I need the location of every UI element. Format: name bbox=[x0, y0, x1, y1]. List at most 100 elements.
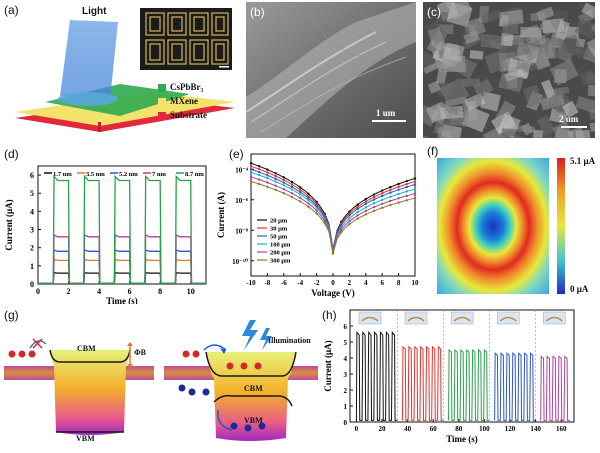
data-point bbox=[397, 197, 400, 200]
data-point bbox=[299, 186, 302, 189]
data-point bbox=[364, 202, 367, 206]
crystal-grain bbox=[502, 23, 519, 34]
series-line-segment-2 bbox=[448, 348, 490, 421]
data-point bbox=[397, 185, 400, 189]
data-point bbox=[340, 228, 343, 232]
colorbar-min-label: 0 μA bbox=[570, 284, 589, 294]
scale-bar bbox=[561, 126, 587, 128]
chart-e: -10 -8 -6 -4 -2 0 2 4 6 8 10 10⁻¹⁰ 10⁻⁸ 10⁻⁶ 10⁻⁴ Volta… bbox=[216, 153, 420, 298]
y-tick-label: 2 bbox=[344, 387, 348, 395]
x-tick-label: 4 bbox=[97, 287, 101, 296]
data-point bbox=[266, 174, 269, 177]
data-point bbox=[397, 192, 400, 196]
crystal-grain bbox=[445, 2, 473, 20]
crystal-grain bbox=[480, 91, 501, 112]
y-tick-label: 10⁻¹⁰ bbox=[232, 258, 248, 266]
x-tick-label: 160 bbox=[556, 425, 567, 433]
data-point bbox=[274, 174, 277, 178]
data-point bbox=[364, 213, 367, 216]
y-tick-label: 2 bbox=[30, 244, 34, 253]
data-point bbox=[258, 170, 261, 174]
data-point bbox=[282, 188, 285, 191]
data-point bbox=[266, 177, 269, 180]
x-tick-label: 100 bbox=[479, 425, 490, 433]
crystal-grain bbox=[575, 95, 595, 114]
legend-label: 30 μm bbox=[270, 226, 288, 233]
data-point bbox=[282, 184, 285, 187]
data-point bbox=[315, 206, 318, 209]
panel-g: (g) CBM VBM ΦB Illumination CBM VBM bbox=[0, 306, 322, 448]
series-line-3.5-nm bbox=[38, 258, 206, 284]
data-point bbox=[307, 205, 310, 208]
data-point bbox=[389, 203, 392, 207]
panel-h: 0 20 40 60 80 100 120 140 160 0 1 2 3 4 5 6 Time (s) Curr… bbox=[322, 306, 600, 448]
data-point bbox=[266, 185, 269, 189]
crystal-grain bbox=[587, 84, 595, 97]
series-line-7-nm bbox=[38, 233, 206, 284]
data-point bbox=[266, 168, 269, 171]
x-tick-label: 140 bbox=[530, 425, 541, 433]
crystal-grain bbox=[507, 58, 532, 79]
x-tick-label: 2 bbox=[348, 279, 352, 287]
crystal-grain bbox=[567, 126, 586, 138]
x-tick-label: -8 bbox=[264, 279, 270, 287]
data-point bbox=[249, 180, 253, 183]
vbm-label-left: VBM bbox=[76, 434, 95, 443]
x-tick-label: 10 bbox=[412, 279, 420, 287]
data-point bbox=[372, 202, 376, 205]
x-tick-label: 60 bbox=[430, 425, 438, 433]
y-tick-label: 6 bbox=[344, 323, 348, 331]
crystal-grain bbox=[547, 88, 566, 111]
data-point bbox=[258, 173, 261, 177]
photocurrent-map bbox=[437, 158, 565, 294]
y-tick-label: 4 bbox=[344, 355, 348, 363]
x-tick-label: 80 bbox=[455, 425, 463, 433]
data-point bbox=[274, 172, 277, 175]
data-point bbox=[364, 209, 367, 213]
x-tick-label: -10 bbox=[246, 279, 256, 287]
data-point bbox=[290, 188, 294, 191]
scale-label: 1 um bbox=[376, 108, 396, 118]
colorbar bbox=[557, 158, 565, 294]
legend-label: 7 nm bbox=[152, 171, 166, 178]
crystal-grain bbox=[464, 92, 486, 111]
legend-label: 200 μm bbox=[270, 250, 291, 257]
y-tick-label: 3 bbox=[344, 371, 348, 379]
crystal-grain bbox=[439, 77, 470, 107]
legend-label: 50 μm bbox=[270, 234, 288, 241]
data-point bbox=[381, 202, 384, 206]
data-point bbox=[307, 202, 310, 205]
y-tick-label: 0 bbox=[344, 419, 348, 427]
crystal-grain bbox=[435, 69, 448, 85]
data-point bbox=[397, 201, 400, 204]
legend-label: 1.7 nm bbox=[53, 171, 72, 178]
series-line-segment-0 bbox=[355, 331, 398, 421]
data-point bbox=[389, 185, 392, 189]
y-tick-label: 5 bbox=[344, 339, 348, 347]
crystal-grain bbox=[435, 127, 462, 138]
data-point bbox=[356, 207, 359, 211]
data-point bbox=[348, 210, 351, 213]
bent-device-icon bbox=[545, 316, 563, 322]
plot-frame bbox=[37, 165, 207, 285]
data-point bbox=[290, 185, 294, 189]
data-point bbox=[249, 168, 253, 171]
data-point bbox=[389, 199, 392, 203]
data-point bbox=[397, 182, 400, 186]
series-line-5.2-nm bbox=[38, 249, 206, 284]
crystal-grain bbox=[498, 9, 524, 27]
legend-swatch-cspbbr3 bbox=[158, 84, 166, 92]
crystal-grain bbox=[530, 35, 546, 45]
panel-label-c: (c) bbox=[427, 5, 441, 19]
data-point bbox=[348, 214, 351, 217]
scale-label: 2 um bbox=[559, 114, 579, 124]
x-tick-label: 0 bbox=[355, 425, 359, 433]
data-point bbox=[299, 190, 302, 194]
x-tick-label: 0 bbox=[36, 287, 40, 296]
y-tick-label: 5 bbox=[30, 189, 34, 198]
y-axis-label: Current (μA) bbox=[4, 199, 14, 250]
crystal-grain bbox=[436, 11, 449, 23]
data-point bbox=[323, 222, 326, 225]
crystal-grain bbox=[547, 45, 557, 59]
crystal-grain bbox=[549, 58, 579, 86]
